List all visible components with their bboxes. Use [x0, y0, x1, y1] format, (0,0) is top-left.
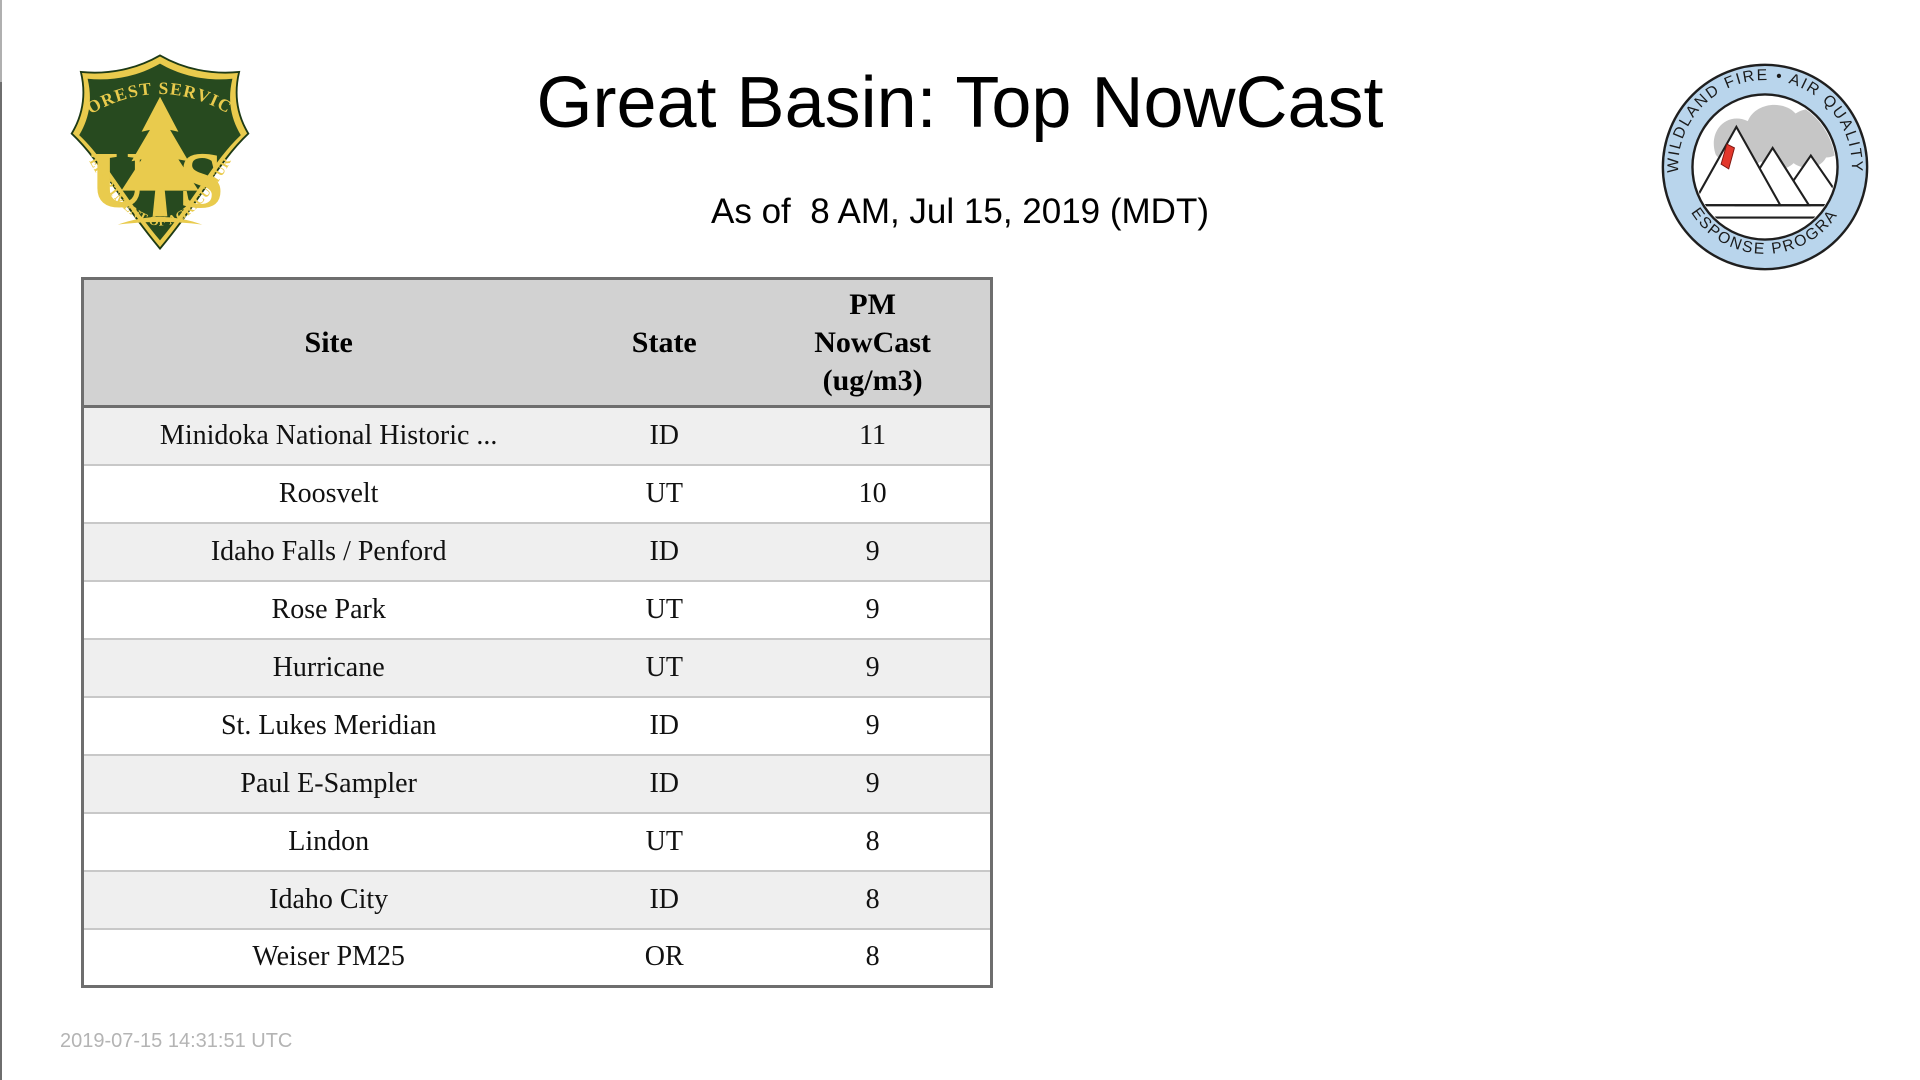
forest-service-logo: FOREST SERVICE U S DEPARTMENT OF AGRICUL… — [61, 35, 252, 257]
screen-edge-artifact — [0, 0, 2, 1080]
table-row: Minidoka National Historic ... ID 11 — [82, 406, 992, 465]
site-cell: Roosvelt — [82, 463, 574, 523]
table-row: Roosvelt UT 10 — [82, 463, 992, 523]
column-header-pm-nowcast: PM NowCast (ug/m3) — [755, 278, 992, 408]
column-header-site: Site — [82, 278, 574, 408]
site-cell: St. Lukes Meridian — [82, 695, 574, 755]
state-cell: ID — [573, 521, 756, 581]
site-cell: Hurricane — [82, 637, 574, 697]
state-cell: ID — [573, 753, 756, 813]
pm-cell: 9 — [755, 753, 992, 813]
pm-cell: 9 — [755, 521, 992, 581]
table-row: Weiser PM25 OR 8 — [82, 927, 992, 987]
pm-cell: 10 — [755, 463, 992, 523]
state-cell: ID — [573, 695, 756, 755]
pm-cell: 9 — [755, 637, 992, 697]
state-cell: UT — [573, 463, 756, 523]
site-cell: Minidoka National Historic ... — [159, 419, 498, 451]
pm-cell: 9 — [755, 695, 992, 755]
pm-cell: 11 — [859, 419, 887, 451]
table-row: Hurricane UT 9 — [82, 637, 992, 697]
table-row: Idaho City ID 8 — [82, 869, 992, 929]
pm-cell: 8 — [755, 869, 992, 929]
wfaqrp-badge-icon: WILDLAND FIRE • AIR QUALITY RESPONSE PRO… — [1652, 49, 1869, 271]
state-cell: ID — [573, 869, 756, 929]
forest-service-shield-icon: FOREST SERVICE U S DEPARTMENT OF AGRICUL… — [61, 35, 250, 251]
flame-icon — [1720, 143, 1736, 170]
pm-cell: 8 — [755, 927, 992, 987]
pm-cell: 9 — [755, 579, 992, 639]
table-row: St. Lukes Meridian ID 9 — [82, 695, 992, 755]
pm-cell: 8 — [755, 811, 992, 871]
state-cell: OR — [573, 927, 756, 987]
site-cell: Lindon — [82, 811, 574, 871]
site-cell: Paul E-Sampler — [82, 753, 574, 813]
state-cell: ID — [649, 419, 680, 451]
state-cell: UT — [573, 579, 756, 639]
generation-timestamp: 2019-07-15 14:31:51 UTC — [60, 1030, 293, 1052]
table-row: Rose Park UT 9 — [82, 579, 992, 639]
state-cell: UT — [573, 811, 756, 871]
site-cell: Idaho City — [82, 869, 574, 929]
pine-tree-icon — [117, 96, 203, 225]
table-header: Site State PM NowCast (ug/m3) — [82, 278, 992, 408]
site-cell: Weiser PM25 — [82, 927, 574, 987]
table-row: Paul E-Sampler ID 9 — [82, 753, 992, 813]
site-cell: Rose Park — [82, 579, 574, 639]
table-row: Idaho Falls / Penford ID 9 — [82, 521, 992, 581]
column-header-state: State — [573, 278, 756, 408]
nowcast-table: Site State PM NowCast (ug/m3) Minidoka N… — [81, 277, 993, 988]
page-subtitle: As of 8 AM, Jul 15, 2019 (MDT) — [711, 192, 1209, 231]
table-row: Lindon UT 8 — [82, 811, 992, 871]
screen-edge-artifact-top — [0, 0, 2, 82]
wildland-fire-air-quality-logo: WILDLAND FIRE • AIR QUALITY RESPONSE PRO… — [1652, 49, 1870, 272]
state-cell: UT — [573, 637, 756, 697]
site-cell: Idaho Falls / Penford — [82, 521, 574, 581]
page-title: Great Basin: Top NowCast — [536, 63, 1384, 143]
